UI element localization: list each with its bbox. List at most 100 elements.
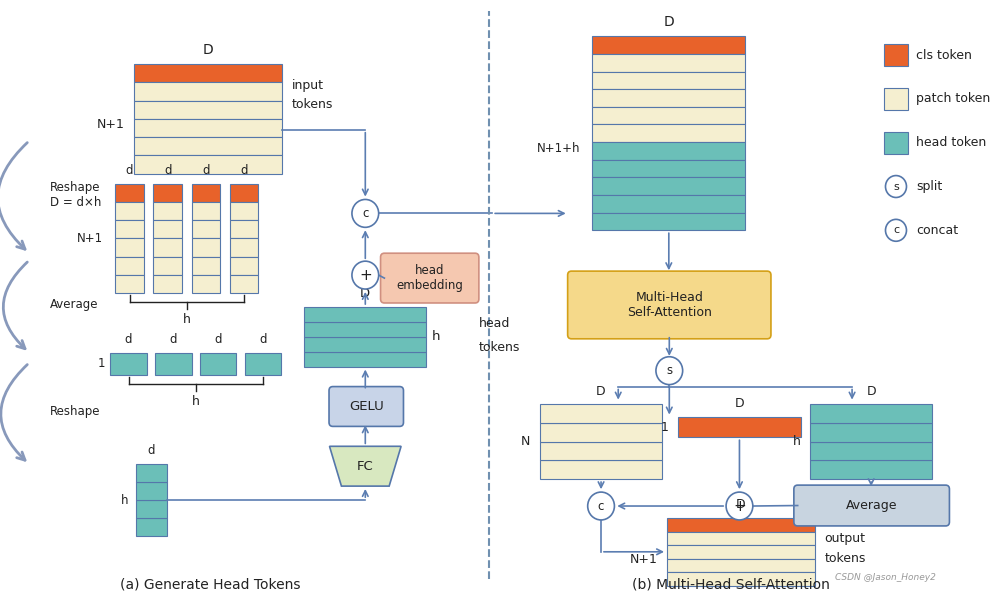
Circle shape	[886, 176, 907, 198]
Bar	[810, 423, 932, 442]
Circle shape	[726, 492, 753, 520]
Bar	[230, 275, 258, 293]
Bar	[540, 405, 662, 423]
Bar	[593, 124, 745, 142]
Bar	[593, 89, 745, 107]
Bar	[191, 202, 220, 220]
FancyBboxPatch shape	[568, 271, 771, 339]
Bar	[593, 107, 745, 124]
Bar	[810, 442, 932, 461]
Text: d: d	[164, 164, 171, 177]
Bar	[115, 256, 144, 275]
Bar	[593, 71, 745, 89]
Bar	[667, 559, 815, 572]
Text: Multi-Head
Self-Attention: Multi-Head Self-Attention	[627, 291, 712, 319]
Text: h: h	[121, 493, 128, 506]
FancyBboxPatch shape	[794, 485, 949, 526]
Text: h: h	[183, 313, 191, 326]
Circle shape	[352, 261, 378, 289]
Bar	[136, 464, 167, 482]
Circle shape	[588, 492, 615, 520]
Text: s: s	[893, 181, 899, 192]
Bar	[136, 518, 167, 536]
Bar	[134, 155, 282, 174]
Bar	[540, 442, 662, 461]
Bar	[153, 220, 182, 238]
Bar	[115, 202, 144, 220]
Bar	[191, 183, 220, 202]
Text: (a) Generate Head Tokens: (a) Generate Head Tokens	[120, 578, 301, 591]
Text: +: +	[359, 268, 371, 283]
Text: input: input	[292, 80, 323, 92]
Text: GELU: GELU	[349, 400, 383, 413]
Text: FC: FC	[357, 460, 373, 472]
Bar	[230, 183, 258, 202]
Bar	[679, 418, 801, 437]
Bar	[540, 423, 662, 442]
Text: d: d	[125, 333, 132, 346]
Text: output: output	[825, 532, 866, 545]
Bar	[304, 337, 426, 352]
Bar	[191, 238, 220, 256]
Bar	[593, 159, 745, 177]
Text: N+1+h: N+1+h	[537, 142, 580, 155]
Bar	[153, 202, 182, 220]
Bar	[115, 275, 144, 293]
Text: head: head	[478, 317, 511, 330]
Text: N+1: N+1	[77, 232, 103, 245]
Bar	[593, 195, 745, 212]
Bar	[593, 177, 745, 195]
Text: h: h	[432, 330, 440, 343]
Text: tokens: tokens	[825, 552, 866, 565]
Text: D: D	[597, 384, 606, 397]
Bar	[667, 545, 815, 559]
Text: h: h	[793, 436, 801, 448]
Text: d: d	[214, 333, 222, 346]
Bar	[134, 64, 282, 82]
Text: patch token: patch token	[916, 92, 990, 105]
Bar	[155, 353, 191, 375]
Text: Average: Average	[846, 499, 897, 512]
Circle shape	[656, 357, 683, 384]
Text: D: D	[735, 397, 745, 411]
FancyBboxPatch shape	[380, 253, 478, 303]
Bar	[230, 220, 258, 238]
Bar	[191, 256, 220, 275]
Text: D: D	[203, 43, 213, 57]
Text: d: d	[148, 444, 155, 457]
Bar	[884, 131, 908, 154]
FancyBboxPatch shape	[329, 387, 403, 427]
Bar	[667, 531, 815, 545]
Bar	[667, 518, 815, 531]
Bar	[304, 352, 426, 367]
Text: D: D	[664, 15, 675, 29]
Text: N+1: N+1	[630, 553, 658, 566]
Text: c: c	[598, 500, 605, 512]
Text: concat: concat	[916, 224, 958, 237]
Text: c: c	[893, 226, 899, 235]
Bar	[884, 44, 908, 66]
Bar	[593, 212, 745, 230]
Text: head
embedding: head embedding	[396, 264, 463, 292]
Bar	[884, 88, 908, 110]
Bar	[245, 353, 281, 375]
Circle shape	[352, 199, 378, 227]
Text: N: N	[522, 436, 531, 448]
Text: s: s	[667, 364, 673, 377]
Text: cls token: cls token	[916, 49, 972, 62]
Bar	[153, 256, 182, 275]
Bar	[540, 461, 662, 479]
Text: split: split	[916, 180, 942, 193]
Circle shape	[886, 220, 907, 241]
Bar	[134, 101, 282, 119]
Bar	[200, 353, 236, 375]
Text: tokens: tokens	[478, 341, 521, 354]
Bar	[110, 353, 147, 375]
Bar	[230, 256, 258, 275]
Bar	[191, 220, 220, 238]
Bar	[115, 220, 144, 238]
Text: +: +	[733, 499, 746, 513]
Text: d: d	[259, 333, 267, 346]
Bar	[593, 142, 745, 159]
Polygon shape	[329, 446, 401, 486]
